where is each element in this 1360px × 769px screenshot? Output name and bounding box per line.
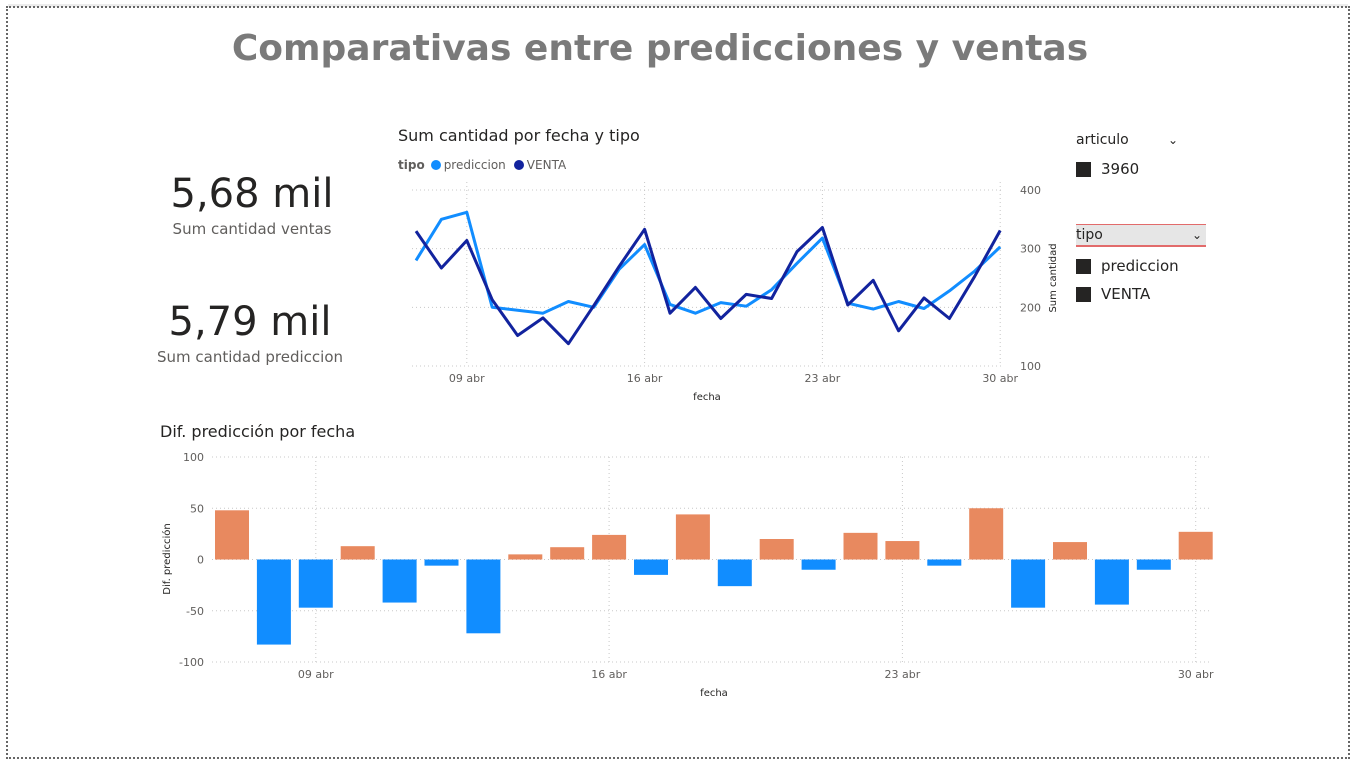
y-tick-label: 100: [1020, 360, 1041, 373]
slicer-title: tipo: [1076, 227, 1103, 243]
bar[interactable]: [508, 554, 543, 560]
page-title: Comparativas entre predicciones y ventas: [231, 28, 1089, 69]
y-tick-label: 100: [183, 451, 204, 464]
y-tick-label: 0: [197, 554, 204, 567]
x-tick-label: 09 abr: [449, 372, 485, 385]
kpi-card-prediccion[interactable]: 5,79 mil Sum cantidad prediccion: [140, 298, 360, 366]
slicer-header[interactable]: articulo ⌄: [1076, 130, 1206, 150]
bar[interactable]: [215, 510, 249, 560]
slicer-header[interactable]: tipo ⌄: [1076, 224, 1206, 247]
legend-dot-icon: [430, 160, 441, 170]
bar[interactable]: [675, 514, 710, 560]
bar[interactable]: [1136, 559, 1171, 570]
kpi-value: 5,68 mil: [170, 171, 334, 217]
slicer-item-3960[interactable]: 3960: [1076, 160, 1206, 178]
bar-chart-title: Dif. predicción por fecha: [160, 422, 356, 441]
bar[interactable]: [717, 559, 752, 587]
bar[interactable]: [1094, 559, 1129, 605]
checkbox-icon[interactable]: [1076, 286, 1091, 302]
y-tick-label: 200: [1020, 301, 1041, 314]
bar[interactable]: [256, 559, 291, 645]
slicer-item-label: 3960: [1101, 160, 1140, 178]
top-border: [8, 4, 1348, 7]
y-tick-label: 400: [1020, 184, 1041, 197]
slicer-title: articulo: [1076, 132, 1129, 148]
kpi-card-ventas[interactable]: 5,68 mil Sum cantidad ventas: [142, 170, 362, 238]
bar[interactable]: [382, 559, 417, 603]
slicer-item-prediccion[interactable]: prediccion: [1076, 257, 1206, 275]
slicer-item-venta[interactable]: VENTA: [1076, 285, 1206, 303]
x-tick-label: 16 abr: [591, 668, 627, 681]
slicer-tipo: tipo ⌄ prediccion VENTA: [1076, 224, 1206, 303]
legend-item-prediccion[interactable]: prediccion: [430, 158, 506, 172]
legend-label: VENTA: [526, 158, 567, 172]
series-line-venta: [414, 226, 1002, 346]
bar[interactable]: [424, 559, 459, 566]
line-chart-title: Sum cantidad por fecha y tipo: [398, 126, 640, 145]
bar[interactable]: [298, 559, 333, 608]
chevron-down-icon[interactable]: ⌄: [1167, 133, 1178, 147]
bar[interactable]: [340, 546, 375, 560]
legend-label: prediccion: [443, 158, 506, 172]
bar[interactable]: [592, 534, 627, 560]
x-tick-label: 16 abr: [627, 372, 663, 385]
y-tick-label: -50: [186, 605, 204, 618]
bar[interactable]: [969, 508, 1004, 560]
y-tick-label: -100: [179, 656, 204, 669]
bar[interactable]: [759, 539, 794, 560]
kpi-value: 5,79 mil: [168, 299, 332, 345]
bar[interactable]: [801, 559, 836, 570]
y-tick-label: 50: [190, 502, 204, 515]
x-axis-title: fecha: [700, 688, 728, 699]
page-frame: [6, 6, 1350, 759]
x-axis-title: fecha: [693, 392, 721, 403]
bar[interactable]: [1053, 542, 1087, 560]
legend-dot-icon: [513, 160, 524, 170]
y-tick-label: 300: [1020, 243, 1041, 256]
bar[interactable]: [843, 532, 878, 560]
bar[interactable]: [634, 559, 668, 575]
slicer-item-label: prediccion: [1101, 257, 1179, 275]
x-tick-label: 30 abr: [1178, 668, 1214, 681]
legend-item-venta[interactable]: VENTA: [513, 158, 567, 172]
y-axis-title: Sum cantidad: [1048, 243, 1059, 312]
checkbox-icon[interactable]: [1076, 258, 1091, 274]
slicer-articulo: articulo ⌄ 3960: [1076, 130, 1206, 178]
chevron-down-icon[interactable]: ⌄: [1191, 228, 1202, 242]
legend-title: tipo: [398, 158, 425, 172]
bar[interactable]: [927, 559, 962, 566]
x-tick-label: 23 abr: [885, 668, 921, 681]
x-tick-label: 30 abr: [982, 372, 1018, 385]
bar[interactable]: [1178, 531, 1213, 560]
bar[interactable]: [885, 541, 920, 560]
x-tick-label: 09 abr: [298, 668, 334, 681]
bar[interactable]: [466, 559, 501, 634]
kpi-label: Sum cantidad prediccion: [156, 348, 344, 366]
slicer-item-label: VENTA: [1101, 285, 1151, 303]
x-tick-label: 23 abr: [805, 372, 841, 385]
line-chart-legend: tipo prediccion VENTA: [398, 158, 574, 172]
bar[interactable]: [1011, 559, 1046, 608]
y-axis-title: Dif. predicción: [161, 523, 173, 594]
bar[interactable]: [550, 547, 585, 560]
series-line-prediccion: [414, 210, 1002, 315]
kpi-label: Sum cantidad ventas: [172, 220, 332, 238]
checkbox-icon[interactable]: [1076, 161, 1091, 177]
